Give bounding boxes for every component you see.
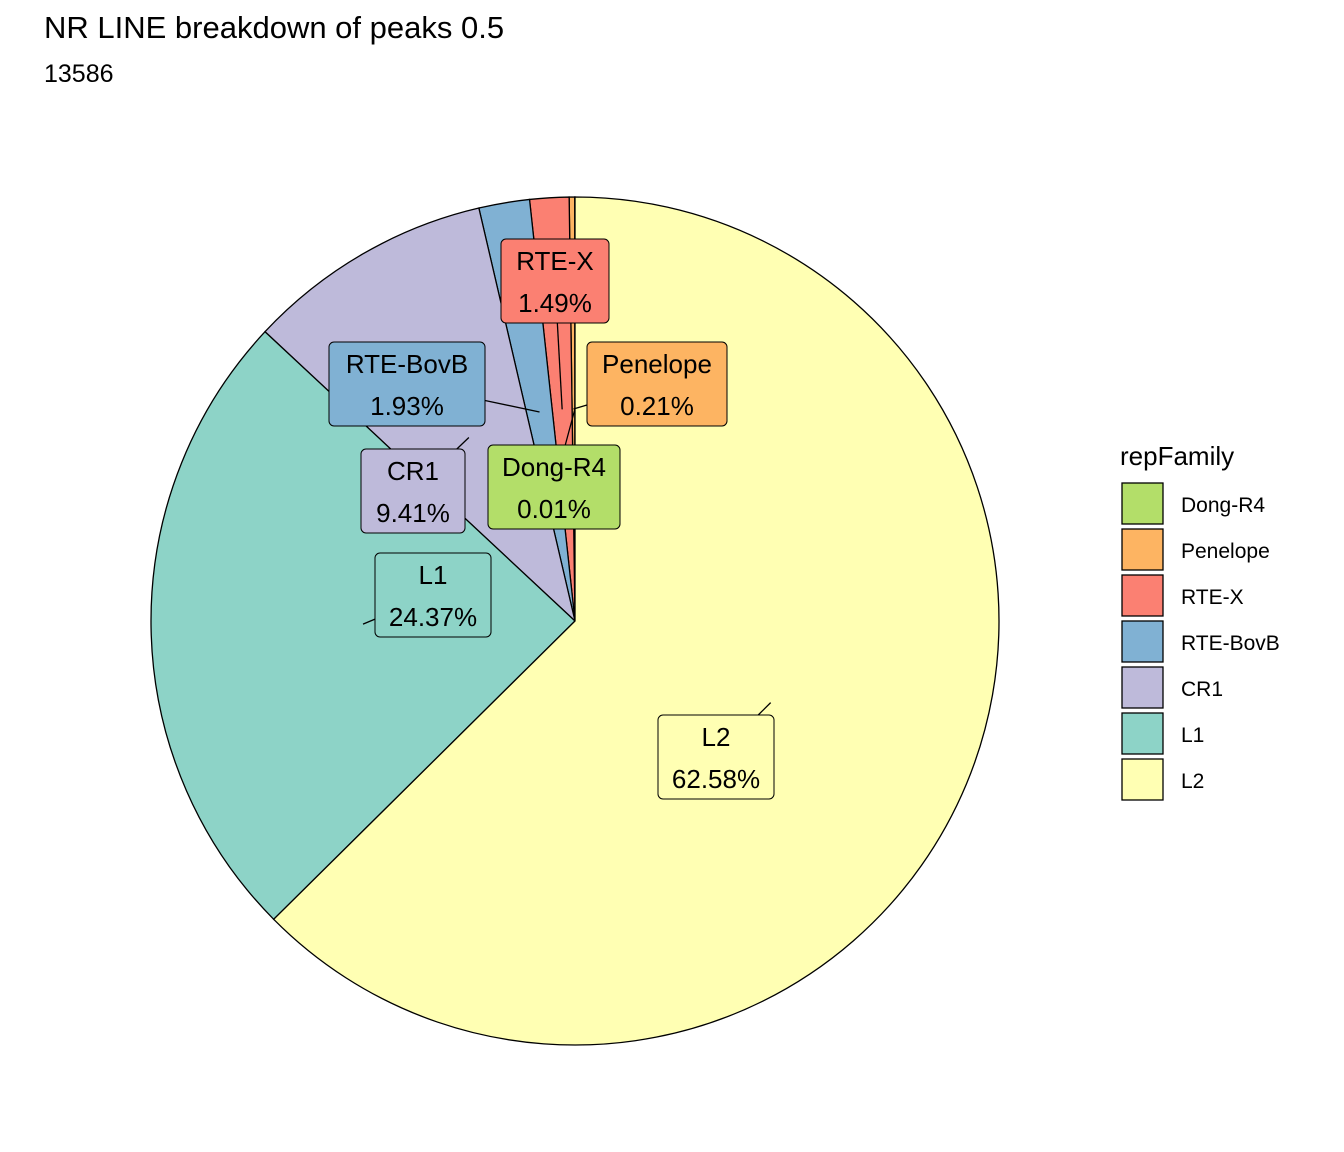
slice-label-l1: L1 24.37% <box>374 552 492 638</box>
slice-label-name: Dong-R4 <box>502 452 606 482</box>
slice-label-cr1: CR1 9.41% <box>360 448 466 534</box>
legend-key <box>1121 712 1164 755</box>
slice-label-name: L2 <box>702 722 731 752</box>
slice-label-name: L1 <box>419 560 448 590</box>
slice-label-box <box>487 444 621 530</box>
legend-item-l1: L1 <box>1121 712 1204 755</box>
legend-item-rte-x: RTE-X <box>1121 574 1244 617</box>
legend-item-penelope: Penelope <box>1121 528 1270 571</box>
slice-label-percent: 24.37% <box>389 602 477 632</box>
slice-label-box <box>500 238 610 324</box>
slice-labels: Dong-R4 0.01% Penelope 0.21% RTE-X 1.49% RTE-B… <box>328 238 775 800</box>
legend-label: L2 <box>1181 770 1204 793</box>
legend-title: repFamily <box>1120 441 1234 471</box>
leader-line-rte-bovb <box>484 399 540 413</box>
slice-label-percent: 1.93% <box>370 391 444 421</box>
leader-line-l1 <box>362 618 376 625</box>
leader-line-rte-x <box>556 322 563 410</box>
slice-label-box <box>374 552 492 638</box>
slice-label-box <box>360 448 466 534</box>
chart-subtitle: 13586 <box>44 60 114 88</box>
legend-label: CR1 <box>1181 678 1223 701</box>
slice-label-name: RTE-X <box>516 246 594 276</box>
label-leader-lines <box>362 322 772 716</box>
leader-line-penelope <box>573 404 588 410</box>
pie-slices <box>150 196 1000 1046</box>
leader-line-cr1 <box>456 437 470 450</box>
slice-label-name: Penelope <box>602 349 712 379</box>
legend-key <box>1121 758 1164 801</box>
legend-label: RTE-BovB <box>1181 632 1280 655</box>
slice-label-percent: 1.49% <box>518 288 592 318</box>
slice-label-rte-bovb: RTE-BovB 1.93% <box>328 341 486 427</box>
legend-key <box>1121 482 1164 525</box>
legend-label: L1 <box>1181 724 1204 747</box>
legend-item-rte-bovb: RTE-BovB <box>1121 620 1280 663</box>
slice-label-dong-r4: Dong-R4 0.01% <box>487 444 621 530</box>
slice-label-l2: L2 62.58% <box>657 714 775 800</box>
slice-label-percent: 0.01% <box>517 494 591 524</box>
legend-key <box>1121 666 1164 709</box>
slice-label-box <box>328 341 486 427</box>
pie-slice-l1 <box>150 330 576 921</box>
slice-label-rte-x: RTE-X 1.49% <box>500 238 610 324</box>
slice-label-penelope: Penelope 0.21% <box>586 341 728 427</box>
legend-key <box>1121 574 1164 617</box>
slice-label-percent: 0.21% <box>620 391 694 421</box>
pie-slice-l2 <box>272 196 1000 1046</box>
slice-label-percent: 62.58% <box>672 764 760 794</box>
slice-label-name: CR1 <box>387 456 439 486</box>
legend-key <box>1121 528 1164 571</box>
slice-label-percent: 9.41% <box>376 498 450 528</box>
chart-title: NR LINE breakdown of peaks 0.5 <box>44 10 505 45</box>
leader-line-dong-r4 <box>564 408 576 446</box>
slice-label-name: RTE-BovB <box>346 349 468 379</box>
leader-line-l2 <box>757 702 772 716</box>
legend-item-l2: L2 <box>1121 758 1204 801</box>
legend-item-dong-r4: Dong-R4 <box>1121 482 1265 525</box>
legend-item-cr1: CR1 <box>1121 666 1223 709</box>
legend-label: Penelope <box>1181 540 1270 563</box>
legend-label: Dong-R4 <box>1181 494 1265 517</box>
legend: repFamily Dong-R4 Penelope RTE-X RTE-BovB CR… <box>1120 441 1280 801</box>
legend-key <box>1121 620 1164 663</box>
slice-label-box <box>586 341 728 427</box>
slice-label-box <box>657 714 775 800</box>
legend-label: RTE-X <box>1181 586 1244 609</box>
